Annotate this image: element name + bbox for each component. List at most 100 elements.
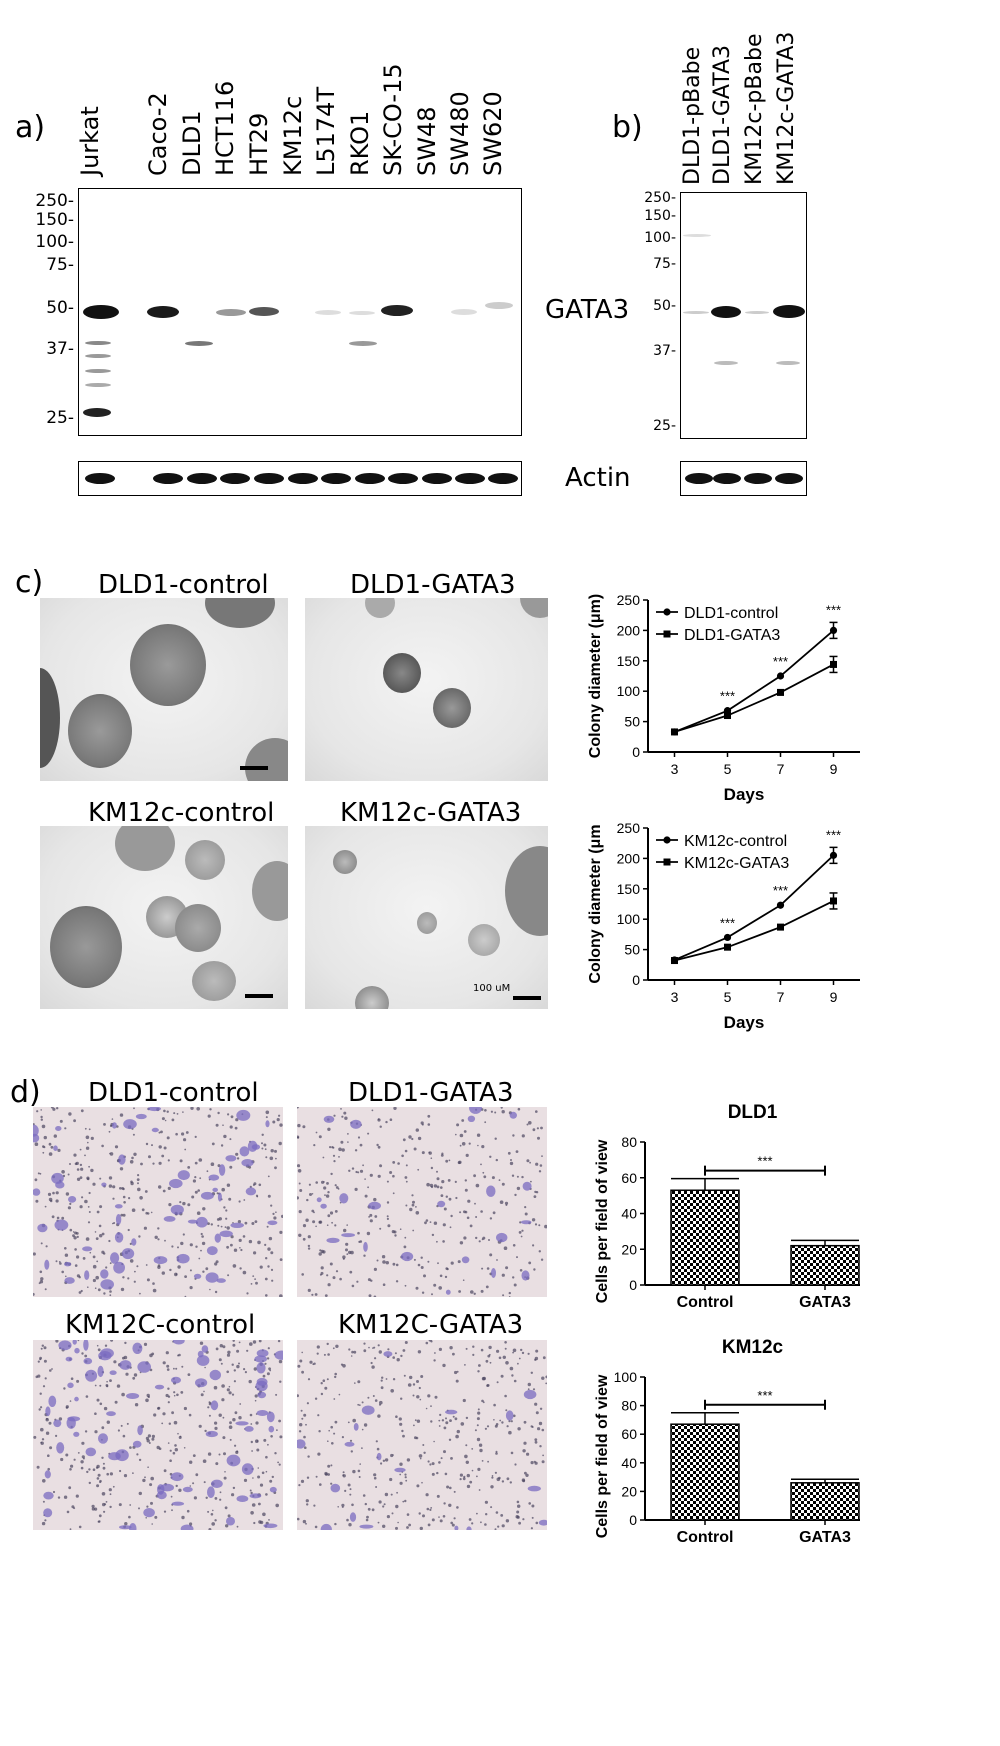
colony <box>50 906 122 988</box>
legend-label: KM12c-GATA3 <box>684 855 789 872</box>
series-line <box>674 629 835 733</box>
y-tick-label: 100 <box>617 911 641 927</box>
band <box>349 341 377 346</box>
gata3-label: GATA3 <box>545 295 630 325</box>
panel-b-mw-marker: 37- <box>653 343 676 359</box>
actin-band <box>254 473 284 484</box>
panel-a-lane-label: SW48 <box>413 106 441 176</box>
significance-marker: *** <box>720 915 735 930</box>
actin-band <box>744 473 772 484</box>
significance-marker: *** <box>826 602 841 617</box>
micrograph-km12c-gata3: 100 uM <box>305 826 548 1009</box>
panel-b-lane-label: KM12c-pBabe <box>742 33 767 185</box>
x-axis-label: Days <box>724 1013 765 1032</box>
colony <box>417 912 437 934</box>
data-point <box>830 660 837 668</box>
y-tick-label: 0 <box>629 1277 637 1293</box>
significance-marker: *** <box>773 654 788 669</box>
band <box>85 354 111 358</box>
data-point <box>724 943 731 951</box>
panel-b-mw-marker: 150- <box>644 208 676 224</box>
bar <box>790 1244 860 1286</box>
y-tick-label: 40 <box>621 1455 637 1471</box>
band <box>349 311 375 315</box>
y-axis-label: Colony diameter (μm) <box>587 594 604 758</box>
band <box>249 307 279 316</box>
significance-marker: *** <box>826 827 841 842</box>
series-line <box>674 663 834 733</box>
data-point <box>776 672 785 680</box>
actin-band <box>775 473 803 484</box>
actin-band <box>321 473 351 484</box>
colony <box>68 694 132 768</box>
legend-label: KM12c-control <box>684 833 787 850</box>
panel-a-mw-marker: 250- <box>35 191 74 211</box>
panel-b-lane-label: DLD1-pBabe <box>680 46 705 185</box>
legend-marker <box>663 836 671 844</box>
panel-b-mw-marker: 250- <box>644 190 676 206</box>
panel-a-mw-marker: 50- <box>46 298 74 318</box>
significance-marker: *** <box>757 1388 772 1403</box>
panel-a-mw-marker: 37- <box>46 339 74 359</box>
colony <box>365 598 395 618</box>
data-point <box>777 688 784 696</box>
scale-bar <box>240 766 268 770</box>
invasion-dld1-control <box>33 1107 283 1297</box>
stained-cells <box>33 1107 283 1297</box>
x-tick-label: 9 <box>830 761 838 777</box>
significance-marker: *** <box>757 1154 772 1169</box>
data-point <box>829 626 838 634</box>
band <box>83 305 119 319</box>
panel-b-lane-label: KM12c-GATA3 <box>774 31 799 185</box>
y-tick-label: 20 <box>621 1483 637 1499</box>
y-axis-label: Colony diameter (μm <box>587 824 604 983</box>
panel-a-lane-label: KM12c <box>279 95 307 176</box>
y-tick-label: 20 <box>621 1241 637 1257</box>
line-chart-km12c: 0 50 100 150 200 250 3 5 7 9 Days Colony diameter (… <box>587 820 860 1032</box>
invasion-km12c-control <box>33 1340 283 1530</box>
panel-a-lane-label: HCT116 <box>211 80 239 176</box>
x-tick-label: Control <box>677 1294 734 1311</box>
band <box>714 361 738 365</box>
band <box>776 361 800 365</box>
panel-a-lane-label: DLD1 <box>178 110 206 176</box>
band <box>711 306 741 318</box>
panel-a-lane-label: HT29 <box>245 112 273 176</box>
band <box>381 305 413 316</box>
micrograph-dld1-control <box>40 598 288 781</box>
x-tick-label: Control <box>677 1529 734 1545</box>
band <box>83 408 111 417</box>
colony <box>252 861 288 921</box>
panel-a-mw-marker: 75- <box>46 255 74 275</box>
y-tick-label: 80 <box>621 1134 637 1150</box>
panel-a-lane-label: L5174T <box>312 86 340 176</box>
colony <box>468 924 500 956</box>
data-point <box>776 901 785 909</box>
y-axis-label: Cells per field of view <box>594 1374 611 1538</box>
actin-band <box>187 473 217 484</box>
colony <box>175 904 221 952</box>
colony <box>333 850 357 874</box>
micrograph-km12c-control <box>40 826 288 1009</box>
data-point <box>777 923 784 931</box>
panel-a-mw-marker: 100- <box>35 232 74 252</box>
legend-marker <box>663 608 671 616</box>
bar <box>670 1189 740 1286</box>
data-point <box>830 897 837 905</box>
colony <box>383 653 421 693</box>
micro-title: DLD1-control <box>88 1078 259 1108</box>
x-tick-label: 5 <box>724 989 732 1005</box>
series-line <box>674 900 834 962</box>
stained-cells <box>297 1340 547 1530</box>
scale-bar <box>513 996 541 1000</box>
y-tick-label: 60 <box>621 1170 637 1186</box>
panel-a-lane-label: Caco-2 <box>144 92 172 176</box>
x-tick-label: GATA3 <box>799 1294 851 1311</box>
y-tick-label: 0 <box>629 1512 637 1528</box>
y-tick-label: 200 <box>617 850 641 866</box>
colony <box>205 598 275 628</box>
chart-title: DLD1 <box>728 1102 778 1123</box>
chart-title: KM12c <box>722 1337 784 1358</box>
significance-marker: *** <box>720 689 735 704</box>
panel-a-lane-label: RKO1 <box>346 110 374 176</box>
